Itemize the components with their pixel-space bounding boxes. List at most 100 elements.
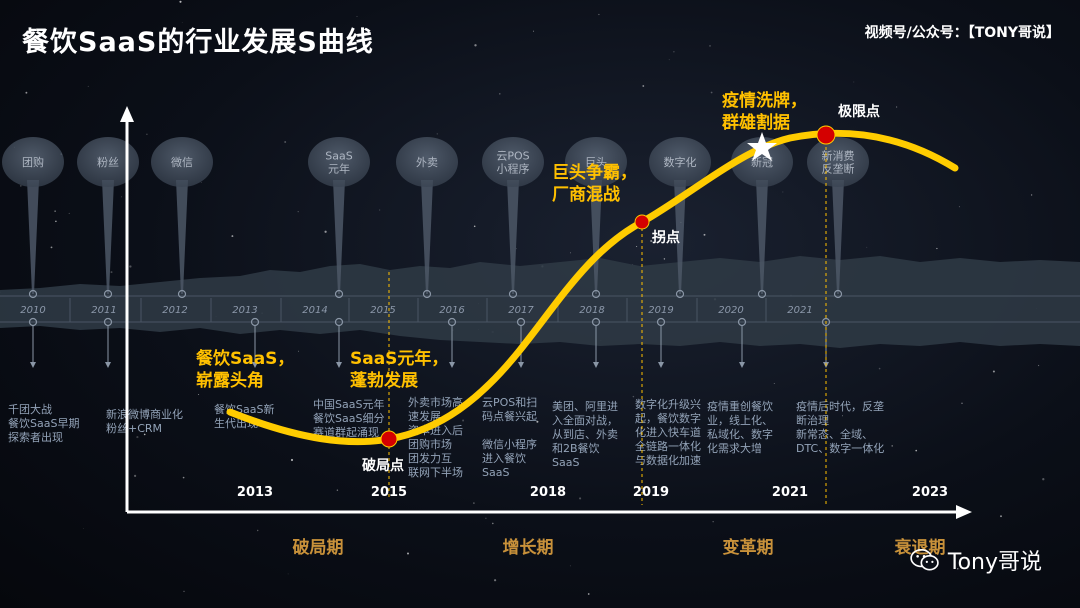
star-dot <box>284 141 287 143</box>
pin-dot <box>591 289 601 299</box>
star-dot <box>485 517 487 519</box>
timeline-year-label: 2010 <box>20 305 45 316</box>
star-dot <box>25 91 28 94</box>
stem-arrow <box>593 362 599 368</box>
star-dot <box>181 22 183 23</box>
stage-label-1: 餐饮SaaS，崭露头角 <box>196 348 294 391</box>
wechat-icon <box>910 549 939 571</box>
star-dot <box>587 593 590 595</box>
star-dot <box>1042 478 1045 481</box>
star-dot <box>782 191 784 193</box>
bubble-shape <box>807 137 869 187</box>
bubble-label: 新消费 <box>822 149 855 163</box>
axis-year-label: 2013 <box>237 485 273 500</box>
star-dot <box>182 476 185 479</box>
stem-dot <box>821 317 831 327</box>
pin-dot <box>508 289 518 299</box>
star-dot <box>298 350 299 352</box>
stem-arrow <box>449 362 455 368</box>
phase-label: 衰退期 <box>894 537 946 558</box>
star-dot <box>55 220 57 223</box>
bubble-pin <box>421 180 433 294</box>
star-dot <box>579 497 582 500</box>
description-line: 外卖市场高 <box>408 395 463 409</box>
bubble-5: 外卖 <box>396 137 458 299</box>
limit-point-label: 极限点 <box>838 103 880 120</box>
breakout-point-marker <box>380 430 398 448</box>
star-dot <box>891 445 893 447</box>
pin-dot <box>334 289 344 299</box>
description-line: 入全面对战， <box>552 413 618 427</box>
bubble-pin <box>102 180 114 294</box>
star-dot <box>515 248 517 250</box>
stem-dot <box>656 317 666 327</box>
stage-label-4: 疫情洗牌，群雄割据 <box>722 90 807 133</box>
bubble-pin <box>590 180 602 294</box>
star-dot <box>936 247 938 250</box>
description-line: 疫情重创餐饮 <box>707 399 773 413</box>
description-line: 与数据化加速 <box>635 453 701 467</box>
description-line: 美团、阿里进 <box>552 400 618 413</box>
description-line: 速发展 <box>408 409 441 423</box>
star-dot <box>668 59 670 61</box>
star-dot <box>407 552 409 555</box>
star-dot <box>129 265 132 268</box>
bubble-shape <box>565 137 627 187</box>
description-line: 从到店、外卖 <box>552 427 618 441</box>
description-line: 联网下半场 <box>408 465 463 479</box>
bubble-8: 数字化 <box>649 137 711 299</box>
bubble-label: 粉丝 <box>97 156 119 169</box>
timeline-year-label: 2021 <box>787 305 812 316</box>
timeline-year-label: 2017 <box>508 305 534 316</box>
star-dot <box>957 568 959 570</box>
bubble-label: 云POS <box>496 150 529 163</box>
bubble-shape <box>731 137 793 187</box>
stage-label-line: 餐饮SaaS， <box>196 348 294 369</box>
description-line: 餐饮SaaS细分 <box>313 411 384 425</box>
star-dot <box>462 419 465 422</box>
star-dot <box>143 433 146 436</box>
star-dot <box>200 182 202 183</box>
star-dot <box>673 51 675 53</box>
description-line: 码点餐兴起 <box>482 409 537 423</box>
bubble-pin <box>756 180 768 294</box>
star-dot <box>136 436 139 439</box>
description-line: 新常态、全域、 <box>796 427 873 441</box>
star-dot <box>290 458 294 462</box>
star-dot <box>532 30 535 32</box>
watermark: Tony哥说 <box>910 544 1042 576</box>
axis-year-label: 2019 <box>633 485 669 500</box>
bubble-label: 巨头 <box>585 156 607 169</box>
description-line: 疫情后时代，反垄 <box>796 399 884 413</box>
description-line: 团发力互 <box>408 451 452 465</box>
star-dot <box>329 543 331 546</box>
stem-arrow <box>518 362 524 368</box>
phase-label: 增长期 <box>503 537 554 558</box>
star-dot <box>1000 515 1002 518</box>
description-line: 业，线上化、 <box>707 413 773 427</box>
star-dot <box>473 502 475 504</box>
bubble-shape <box>308 137 370 187</box>
description-line: 化需求大增 <box>707 441 762 455</box>
bubble-label: 微信 <box>171 155 193 169</box>
stage-label-line: 群雄割据 <box>722 112 790 133</box>
inflection-point-label: 拐点 <box>652 229 680 246</box>
watermark-text: Tony哥说 <box>947 550 1042 575</box>
star-dot <box>231 235 234 238</box>
stem-dot <box>516 317 526 327</box>
star-marker-icon <box>747 132 777 161</box>
description-line: 进入餐饮 <box>482 451 526 465</box>
bubble-4: SaaS元年 <box>308 137 370 299</box>
star-dot <box>474 44 477 47</box>
bubble-pin <box>27 180 39 294</box>
bubble-pin <box>674 180 686 294</box>
star-dot <box>663 258 666 260</box>
